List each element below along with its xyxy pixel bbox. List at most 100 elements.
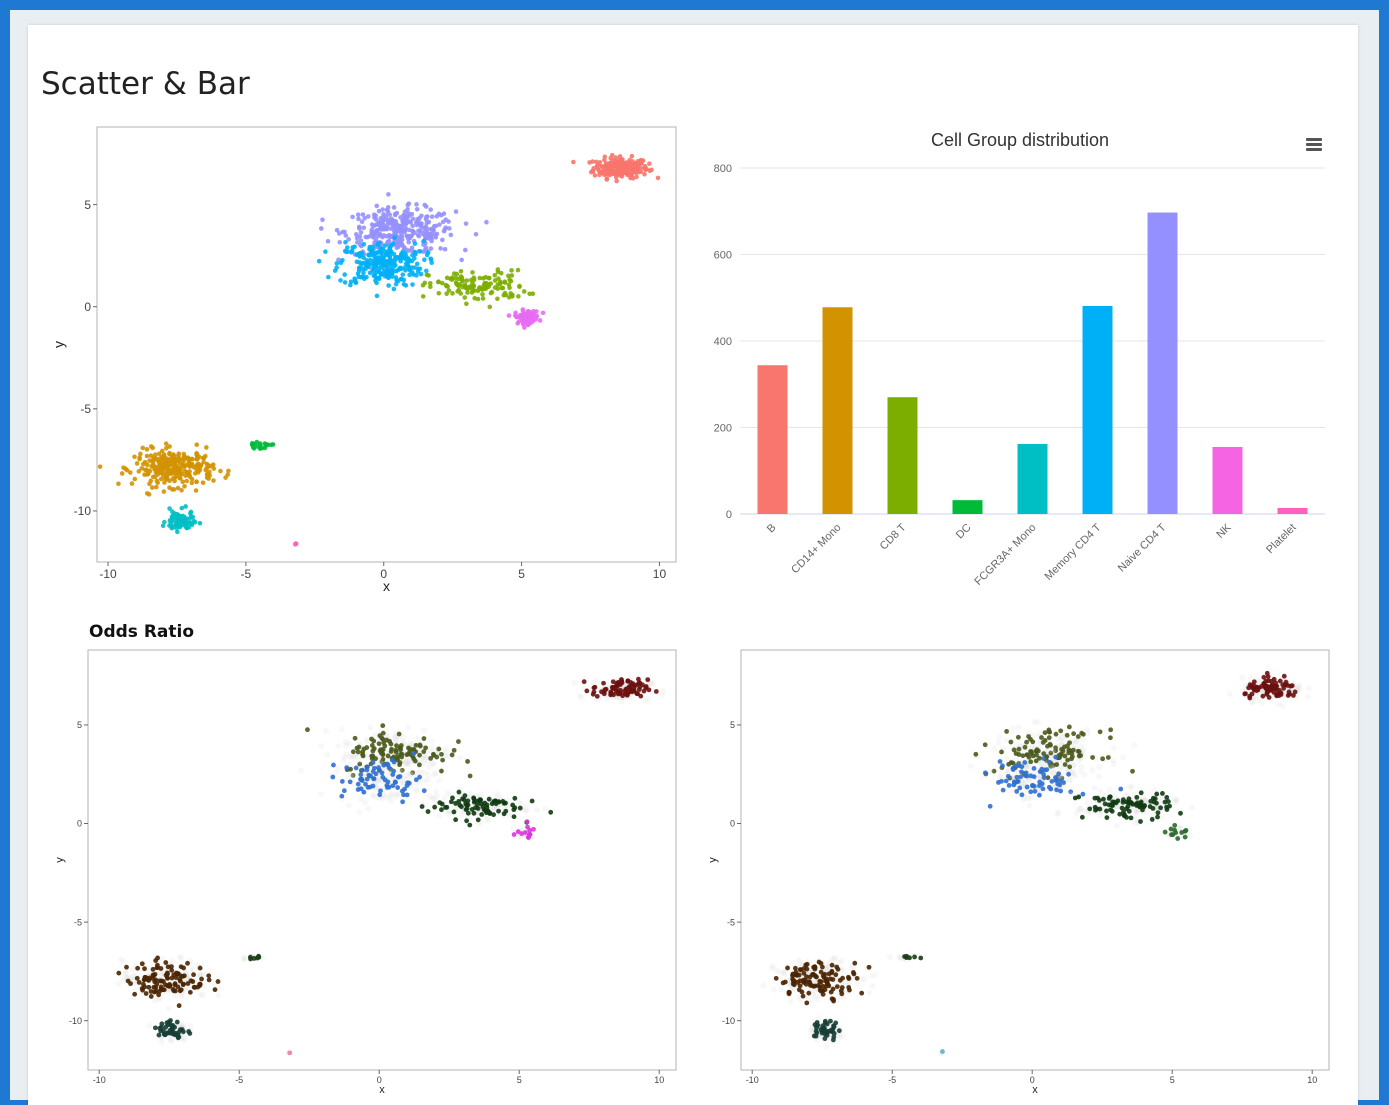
background-point <box>131 980 138 987</box>
data-point <box>1105 755 1111 760</box>
x-tick-label: -5 <box>235 1075 243 1085</box>
bar <box>887 397 918 514</box>
x-tick-label: Naive CD4 T <box>1116 521 1169 574</box>
data-point <box>442 246 448 252</box>
data-point <box>352 244 357 250</box>
data-point <box>537 318 543 323</box>
background-point <box>866 989 873 996</box>
background-point <box>542 805 549 812</box>
data-point <box>1268 687 1274 693</box>
data-point <box>402 213 407 219</box>
data-point <box>357 761 363 767</box>
background-point <box>1110 757 1117 764</box>
chart-menu-button[interactable] <box>1306 138 1322 151</box>
data-point <box>484 805 490 811</box>
data-point <box>338 278 343 283</box>
data-point <box>477 275 483 281</box>
background-point <box>1019 778 1026 785</box>
background-point <box>1076 757 1083 764</box>
background-point <box>1305 685 1312 692</box>
data-point <box>140 987 145 993</box>
data-point <box>471 810 477 816</box>
data-point <box>424 272 430 278</box>
data-point <box>204 472 210 477</box>
data-point <box>165 459 171 465</box>
points-layer <box>115 675 667 1057</box>
data-point <box>1040 740 1046 745</box>
data-point <box>1053 731 1059 737</box>
data-point <box>1023 770 1029 776</box>
data-point <box>320 217 325 223</box>
data-point <box>332 268 338 273</box>
x-tick-label: 0 <box>380 567 387 581</box>
background-point <box>1113 804 1120 811</box>
data-point <box>400 799 406 805</box>
background-point <box>838 965 845 972</box>
data-point <box>346 237 351 242</box>
data-point <box>804 1000 810 1006</box>
data-point <box>1041 772 1047 777</box>
data-point <box>119 471 125 476</box>
data-point <box>638 693 644 699</box>
background-point <box>350 753 357 760</box>
data-point <box>413 777 419 783</box>
background-point <box>796 957 803 964</box>
background-point <box>167 1037 174 1044</box>
y-tick-label: -5 <box>74 917 82 927</box>
data-point <box>135 965 141 971</box>
data-point <box>497 281 503 287</box>
data-point <box>370 753 376 759</box>
data-point <box>1047 759 1052 765</box>
data-point <box>382 271 388 277</box>
data-point <box>1055 781 1061 787</box>
background-point <box>770 986 777 993</box>
data-point <box>1037 755 1042 761</box>
data-point <box>163 1024 169 1030</box>
data-point <box>828 1018 833 1024</box>
data-point <box>429 235 434 241</box>
background-point <box>1089 767 1096 774</box>
data-point <box>800 993 806 999</box>
data-point <box>912 954 917 960</box>
data-point <box>1118 786 1124 792</box>
background-point <box>642 697 649 704</box>
data-point <box>386 192 391 197</box>
data-point <box>364 767 370 773</box>
data-point <box>608 155 613 161</box>
background-point <box>1005 767 1012 774</box>
background-point <box>861 975 868 982</box>
data-point <box>174 525 180 531</box>
background-point <box>1127 784 1134 791</box>
background-point <box>1025 795 1032 802</box>
data-point <box>350 214 355 220</box>
background-point <box>200 991 207 998</box>
data-point <box>1254 688 1260 693</box>
data-point <box>1162 829 1168 835</box>
data-point <box>1014 774 1020 780</box>
data-point <box>540 310 546 316</box>
data-point <box>387 244 393 250</box>
data-point <box>438 246 443 251</box>
data-point <box>146 984 152 990</box>
background-point <box>1015 724 1022 731</box>
data-point <box>398 266 404 272</box>
data-point <box>646 687 652 693</box>
data-point <box>506 313 512 318</box>
background-point <box>1259 700 1266 707</box>
data-point <box>1058 788 1064 794</box>
data-point <box>374 203 380 209</box>
data-point <box>437 222 442 227</box>
background-point <box>181 1034 188 1041</box>
data-point <box>388 749 394 755</box>
data-point <box>1130 768 1135 774</box>
data-point <box>407 272 412 278</box>
data-point <box>1097 729 1103 735</box>
data-point <box>167 506 172 511</box>
data-point <box>1031 765 1037 771</box>
background-point <box>1150 811 1157 818</box>
data-point <box>360 260 366 266</box>
bar <box>1017 443 1048 514</box>
page-title: Scatter & Bar <box>41 66 250 102</box>
data-point <box>350 772 356 778</box>
data-point <box>831 1031 837 1036</box>
